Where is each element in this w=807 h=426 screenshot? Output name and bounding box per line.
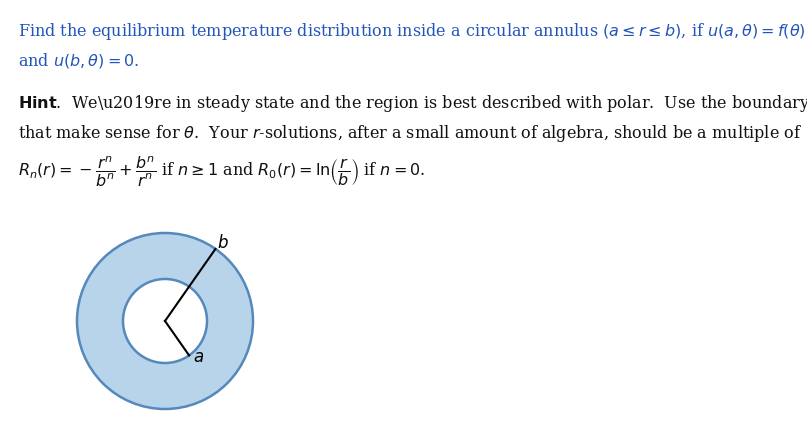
Text: $b$: $b$: [217, 234, 229, 252]
Text: $\mathbf{Hint}$.  We\u2019re in steady state and the region is best described wi: $\mathbf{Hint}$. We\u2019re in steady st…: [18, 93, 807, 114]
Text: $a$: $a$: [193, 349, 204, 366]
Text: and $u(b,\theta) = 0$.: and $u(b,\theta) = 0$.: [18, 51, 140, 70]
Circle shape: [123, 279, 207, 363]
Circle shape: [77, 233, 253, 409]
Text: that make sense for $\theta$.  Your $r$-solutions, after a small amount of algeb: that make sense for $\theta$. Your $r$-s…: [18, 123, 802, 144]
Text: Find the equilibrium temperature distribution inside a circular annulus $(a \leq: Find the equilibrium temperature distrib…: [18, 21, 806, 42]
Text: $R_n(r) = -\dfrac{r^n}{b^n} + \dfrac{b^n}{r^n}$ if $n \geq 1$ and $R_0(r) = \ln\: $R_n(r) = -\dfrac{r^n}{b^n} + \dfrac{b^n…: [18, 155, 425, 189]
